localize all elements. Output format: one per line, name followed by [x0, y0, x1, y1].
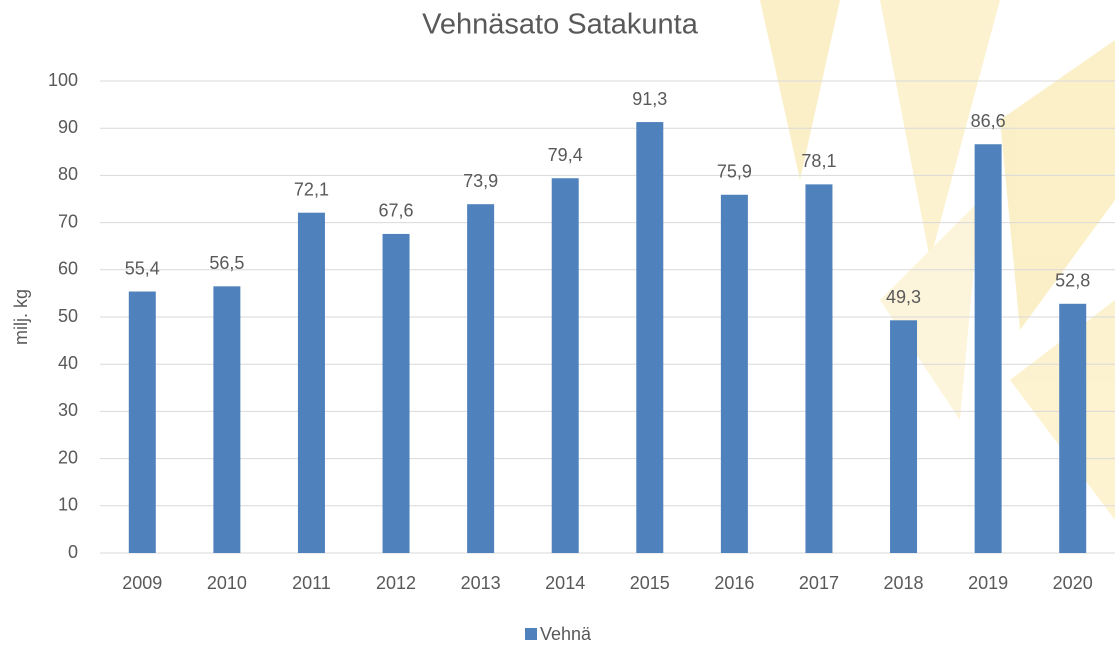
bar: [467, 204, 495, 553]
y-tick-label: 20: [58, 447, 78, 467]
x-tick-label: 2012: [376, 573, 416, 593]
x-tick-label: 2016: [714, 573, 754, 593]
y-tick-label: 30: [58, 400, 78, 420]
legend: Vehnä: [525, 624, 592, 644]
bar: [128, 291, 156, 553]
x-tick-label: 2013: [461, 573, 501, 593]
bar: [890, 320, 918, 553]
y-tick-label: 40: [58, 353, 78, 373]
bar: [805, 184, 833, 554]
bar: [213, 286, 241, 553]
x-tick-label: 2019: [968, 573, 1008, 593]
x-tick-label: 2010: [207, 573, 247, 593]
y-tick-label: 70: [58, 211, 78, 231]
legend-swatch: [525, 628, 537, 640]
bar: [382, 233, 410, 554]
bar: [297, 212, 325, 554]
data-label: 55,4: [125, 258, 160, 278]
bar: [1059, 303, 1087, 553]
x-tick-label: 2014: [545, 573, 585, 593]
y-tick-label: 0: [68, 542, 78, 562]
data-label: 72,1: [294, 179, 329, 199]
y-tick-label: 90: [58, 117, 78, 137]
y-tick-label: 60: [58, 259, 78, 279]
data-label: 78,1: [801, 151, 836, 171]
x-tick-label: 2018: [884, 573, 924, 593]
y-tick-label: 10: [58, 495, 78, 515]
data-label: 56,5: [209, 253, 244, 273]
x-tick-label: 2017: [799, 573, 839, 593]
legend-label: Vehnä: [540, 624, 592, 644]
y-axis-label: milj. kg: [11, 289, 31, 345]
chart-title: Vehnäsato Satakunta: [422, 9, 699, 41]
x-tick-label: 2020: [1053, 573, 1093, 593]
bar: [720, 194, 748, 553]
bar: [551, 178, 579, 553]
y-tick-label: 100: [48, 70, 78, 90]
bar: [974, 144, 1002, 554]
x-tick-label: 2011: [292, 573, 331, 593]
y-tick-label: 50: [58, 306, 78, 326]
data-label: 52,8: [1055, 271, 1090, 291]
data-label: 67,6: [379, 201, 414, 221]
data-label: 91,3: [632, 89, 667, 109]
data-label: 79,4: [548, 145, 583, 165]
data-label: 86,6: [971, 111, 1006, 131]
y-tick-label: 80: [58, 164, 78, 184]
data-label: 49,3: [886, 287, 921, 307]
bar: [636, 122, 664, 554]
x-tick-label: 2009: [122, 573, 162, 593]
data-label: 75,9: [717, 162, 752, 182]
data-label: 73,9: [463, 171, 498, 191]
x-tick-label: 2015: [630, 573, 670, 593]
